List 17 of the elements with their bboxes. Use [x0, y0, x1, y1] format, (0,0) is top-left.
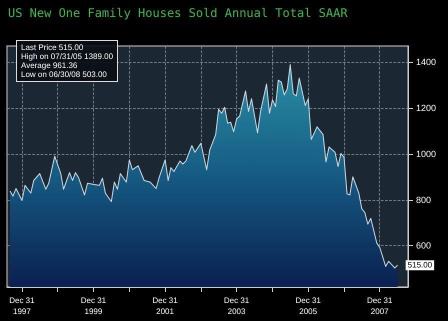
x-tick-label: Dec 31 1997: [9, 296, 36, 316]
y-tick-label: 600: [416, 240, 432, 251]
x-tick-label: Dec 31 2003: [224, 296, 250, 316]
annotation: Average 961.36: [21, 61, 78, 70]
y-tick-label: 1000: [416, 148, 436, 159]
x-tick-label: Dec 31 2007: [367, 296, 393, 316]
annotation: Low on 06/30/08 503.00: [21, 70, 107, 79]
x-tick-label: Dec 31 2001: [152, 296, 178, 316]
annotation: Last Price 515.00: [21, 43, 84, 52]
x-tick-label: Dec 31 1999: [80, 296, 107, 316]
y-tick-label: 1200: [416, 102, 436, 113]
chart-title: US New One Family Houses Sold Annual Total SAAR: [8, 6, 348, 20]
y-tick-label: 800: [416, 194, 432, 205]
annotation: 515.00: [408, 260, 433, 270]
x-tick-label: Dec 31 2005: [295, 296, 322, 316]
y-tick-label: 1400: [416, 57, 436, 68]
annotation: High on 07/31/05 1389.00: [21, 52, 114, 61]
